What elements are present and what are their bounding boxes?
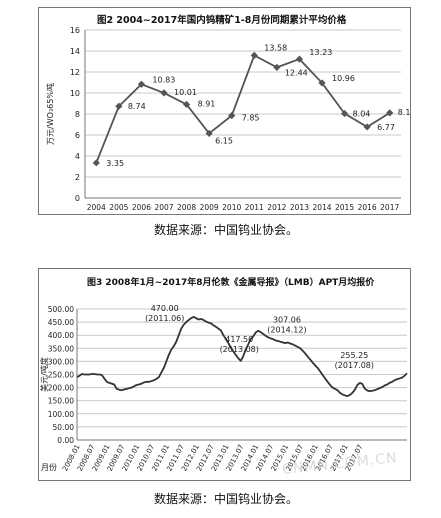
- chart2-svg: 图3 2008年1月~2017年8月伦敦《金属导报》（LMB）APT月均报价 0.…: [39, 276, 408, 473]
- chart1-ytick-label: 8: [75, 110, 80, 119]
- chart1-xtick-label: 2005: [109, 203, 128, 212]
- chart1-data-label: 12.44: [285, 68, 308, 77]
- chart1-data-point: [92, 159, 100, 167]
- chart2-annotation-date: (2014.12): [267, 326, 306, 335]
- chart1-data-point: [386, 109, 394, 117]
- chart1-data-point: [340, 109, 349, 118]
- chart1-data-point: [250, 51, 258, 60]
- chart2-source-caption: 数据来源：中国钨业协会。: [154, 492, 299, 506]
- chart1-data-point: [228, 111, 236, 120]
- chart2-ytick-label: 350.00: [48, 344, 74, 353]
- chart1-ytick-label: 14: [70, 47, 80, 56]
- chart2-xlabel-prefix: 月份: [41, 462, 57, 472]
- chart1-xtick-label: 2015: [335, 203, 354, 212]
- chart1-data-label: 10.96: [332, 74, 355, 83]
- chart1-data-point: [295, 55, 304, 63]
- chart1-data-point: [205, 129, 213, 138]
- chart1-data-point: [160, 89, 168, 97]
- chart2-series-line: [76, 315, 408, 397]
- chart2-ytick-label: 500.00: [48, 305, 74, 314]
- chart1-data-point: [273, 63, 281, 71]
- chart1-data-point: [318, 79, 326, 87]
- chart2-ytick-label: 300.00: [48, 357, 74, 366]
- chart2-annotation-date: (2013.08): [220, 345, 259, 354]
- chart1-data-label: 7.85: [242, 114, 260, 123]
- chart1-data-label: 8.74: [128, 102, 146, 111]
- chart1-data-label: 13.58: [264, 43, 287, 52]
- chart2-title: 图3 2008年1月~2017年8月伦敦《金属导报》（LMB）APT月均报价: [87, 276, 375, 288]
- chart1-xtick-label: 2007: [154, 203, 173, 212]
- chart1-xtick-label: 2008: [177, 203, 196, 212]
- chart2-ytick-label: 0.00: [57, 436, 74, 445]
- chart1-xtick-label: 2010: [222, 203, 241, 212]
- chart1-title: 图2 2004~2017年国内钨精矿1-8月份同期累计平均价格: [97, 14, 347, 26]
- chart2-annotation-value: 307.06: [273, 316, 301, 325]
- chart1-data-label: 8.11: [398, 108, 410, 117]
- chart1-data-point: [182, 100, 191, 109]
- chart1-xtick-label: 2006: [132, 203, 151, 212]
- chart1-data-label: 6.77: [377, 123, 395, 132]
- chart1-xtick-label: 2014: [312, 203, 331, 212]
- chart1-ytick-label: 6: [75, 131, 80, 140]
- chart2-panel: 图3 2008年1月~2017年8月伦敦《金属导报》（LMB）APT月均报价 0.…: [38, 268, 411, 481]
- chart2-ytick-label: 200.00: [48, 384, 74, 393]
- chart1-ytick-label: 4: [75, 152, 80, 161]
- chart1-xtick-label: 2013: [290, 203, 309, 212]
- chart2-annotation-value: 470.00: [151, 304, 179, 313]
- chart2-ytick-label: 450.00: [48, 318, 74, 327]
- chart1-data-label: 10.83: [152, 75, 175, 84]
- chart1-xtick-label: 2011: [245, 203, 264, 212]
- chart2-ytick-label: 250.00: [48, 371, 74, 380]
- chart1-panel: 图2 2004~2017年国内钨精矿1-8月份同期累计平均价格 0 2 4 6 8 10 12…: [38, 7, 411, 215]
- chart2-ytick-label: 50.00: [53, 423, 75, 432]
- chart1-data-label: 6.15: [215, 136, 233, 145]
- chart1-ytick-label: 0: [75, 194, 80, 203]
- chart2-annotation-date: (2017.08): [335, 361, 374, 370]
- chart2-annotation-date: (2011.06): [145, 314, 184, 323]
- chart1-svg: 图2 2004~2017年国内钨精矿1-8月份同期累计平均价格 0 2 4 6 8 10 12…: [45, 14, 410, 212]
- chart1-data-label: 13.23: [309, 48, 332, 57]
- chart1-data-point: [115, 102, 123, 110]
- chart1-xtick-label: 2009: [200, 203, 219, 212]
- chart2-annotation-value: 255.25: [340, 351, 368, 360]
- chart1-ytick-label: 10: [70, 89, 80, 98]
- chart1-series-line: [95, 54, 391, 164]
- chart2-ytick-label: 100.00: [48, 410, 74, 419]
- chart2-annotation-value: 417.50: [225, 335, 253, 344]
- chart1-data-label: 8.91: [198, 99, 216, 108]
- chart1-data-label: 10.01: [174, 88, 197, 97]
- chart1-xtick-label: 2012: [267, 203, 286, 212]
- chart1-data-label: 8.04: [353, 110, 371, 119]
- chart1-xtick-label: 2017: [380, 203, 399, 212]
- chart2-ytick-label: 150.00: [48, 397, 74, 406]
- chart1-source-caption: 数据来源：中国钨业协会。: [154, 223, 299, 237]
- chart1-data-point: [363, 123, 371, 131]
- chart1-xtick-label: 2016: [358, 203, 377, 212]
- chart1-ytick-label: 16: [70, 26, 80, 35]
- chart2-ytick-label: 400.00: [48, 331, 74, 340]
- chart1-ytick-label: 12: [70, 68, 80, 77]
- chart1-ytick-label: 2: [75, 173, 80, 182]
- chart1-data-label: 3.35: [106, 159, 124, 168]
- chart1-ylabel: 万元/WO₃65%吨: [45, 83, 55, 145]
- chart2-ylabel: 美元/吨度: [39, 357, 49, 392]
- chart1-xtick-label: 2004: [87, 203, 106, 212]
